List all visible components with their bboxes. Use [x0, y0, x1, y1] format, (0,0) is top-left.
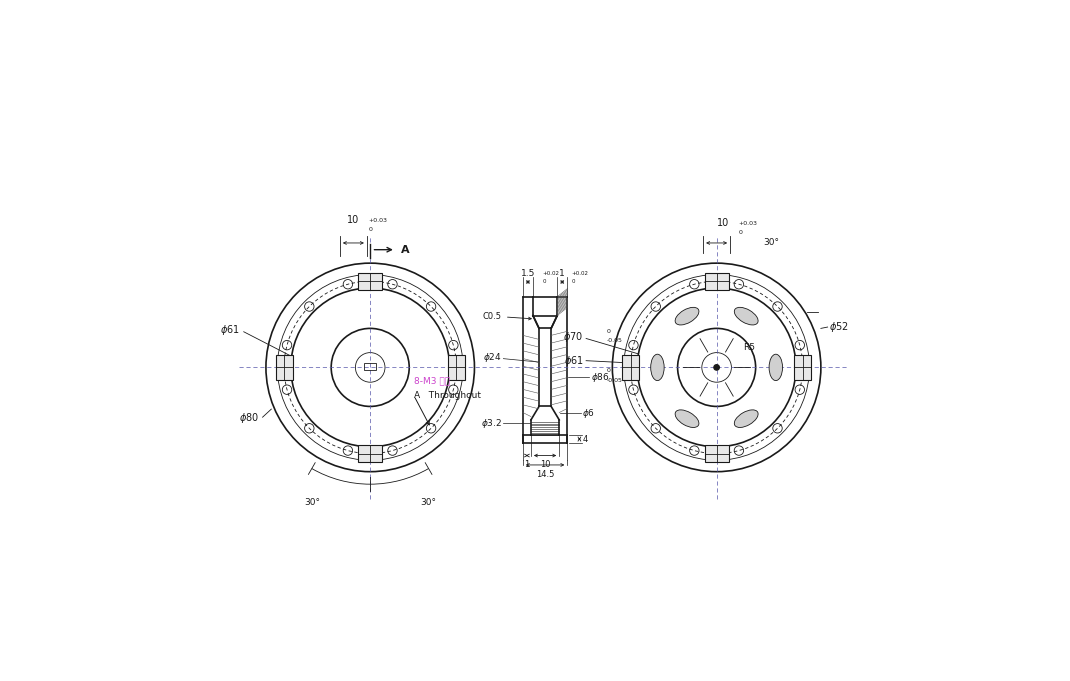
Text: 14.5: 14.5	[536, 470, 554, 479]
Text: C0.5: C0.5	[483, 313, 502, 321]
Text: 0: 0	[738, 230, 742, 235]
Bar	[276, 355, 292, 379]
Bar	[794, 355, 811, 379]
Text: $\phi$80: $\phi$80	[239, 411, 259, 425]
Text: $\phi$70: $\phi$70	[563, 330, 583, 344]
Text: $\phi$52: $\phi$52	[829, 320, 849, 334]
Text: 30°: 30°	[421, 498, 437, 507]
Text: +0.02: +0.02	[542, 271, 560, 276]
Bar	[704, 445, 729, 462]
Bar	[358, 445, 382, 462]
Bar	[704, 273, 729, 289]
Text: +0.02: +0.02	[571, 271, 588, 276]
Text: 0: 0	[571, 279, 576, 284]
Ellipse shape	[675, 410, 699, 428]
Text: 0: 0	[368, 227, 372, 232]
Text: $\phi$6: $\phi$6	[582, 407, 595, 419]
Text: 8-M3 贯穿: 8-M3 贯穿	[414, 377, 450, 385]
Ellipse shape	[734, 307, 759, 325]
Text: 0: 0	[607, 329, 610, 334]
Ellipse shape	[675, 307, 699, 325]
Text: $\phi$86: $\phi$86	[591, 371, 610, 384]
Text: -0.05: -0.05	[607, 378, 623, 383]
Text: 1: 1	[524, 460, 530, 469]
Text: +0.03: +0.03	[738, 221, 758, 226]
Text: 30°: 30°	[304, 498, 320, 507]
Text: $\phi$61: $\phi$61	[220, 323, 241, 337]
Text: 1: 1	[560, 269, 565, 278]
Text: 10: 10	[348, 215, 360, 225]
Text: A   Throughout: A Throughout	[414, 391, 480, 400]
Text: 10: 10	[717, 218, 730, 228]
Text: 0: 0	[542, 279, 547, 284]
Text: 4: 4	[583, 434, 589, 443]
Bar	[364, 364, 377, 370]
Ellipse shape	[769, 354, 782, 381]
Text: $\phi$24: $\phi$24	[483, 351, 502, 364]
Text: $\phi$3.2: $\phi$3.2	[480, 417, 502, 430]
Text: 1.5: 1.5	[521, 269, 535, 278]
Ellipse shape	[734, 410, 759, 428]
Bar	[448, 355, 464, 379]
Ellipse shape	[651, 354, 664, 381]
Text: 30°: 30°	[764, 238, 780, 247]
Bar	[622, 355, 639, 379]
Text: -0.05: -0.05	[607, 338, 622, 343]
Text: +0.03: +0.03	[368, 219, 387, 223]
Bar	[358, 273, 382, 289]
Text: A: A	[400, 244, 409, 255]
Text: $\phi$61: $\phi$61	[564, 353, 583, 368]
Text: R5: R5	[744, 343, 755, 351]
Text: 0: 0	[607, 368, 611, 373]
Circle shape	[714, 365, 719, 370]
Text: 10: 10	[540, 460, 550, 469]
